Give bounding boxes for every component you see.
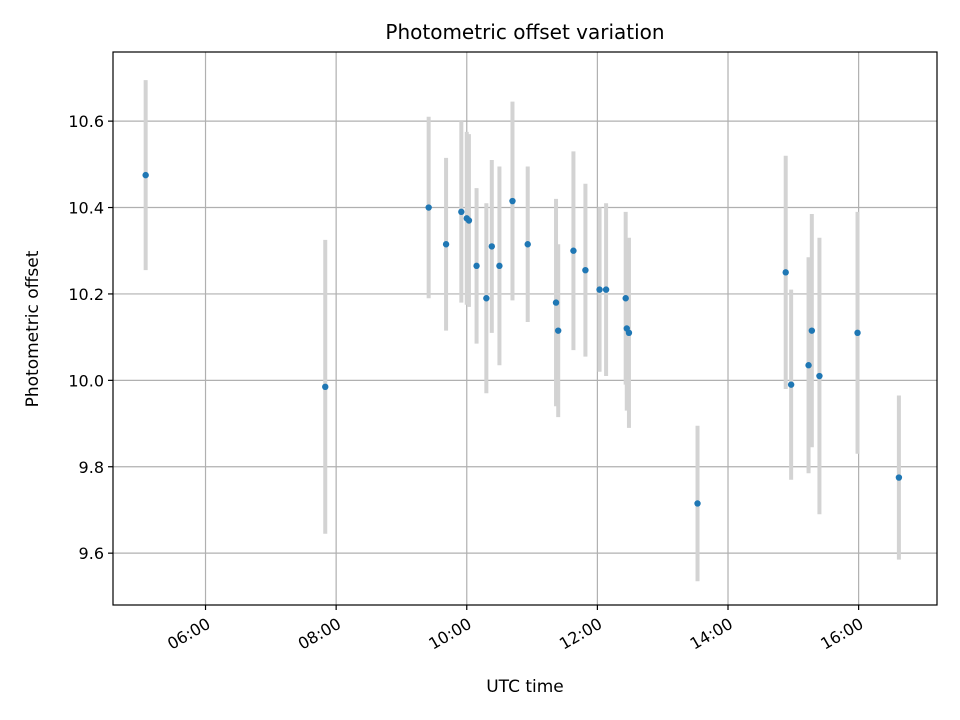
data-point	[694, 500, 701, 507]
data-point	[625, 329, 633, 337]
data-point	[552, 299, 560, 306]
data-point	[854, 329, 861, 337]
data-point	[509, 197, 516, 205]
data-point	[488, 243, 496, 250]
data-point	[442, 241, 450, 248]
data-point	[458, 208, 465, 216]
data-point	[782, 269, 789, 276]
chart-title: Photometric offset variation	[385, 20, 664, 44]
data-point	[425, 204, 432, 211]
data-point	[787, 381, 795, 388]
x-axis-label: UTC time	[486, 677, 564, 697]
y-axis-ticks: 9.6 9.8 10.0 10.2 10.4 10.6	[68, 112, 113, 563]
data-point	[465, 217, 473, 224]
data-point	[524, 241, 531, 248]
y-tick-label: 10.4	[68, 199, 104, 218]
data-point	[496, 262, 503, 270]
y-tick-label: 10.6	[68, 112, 104, 131]
data-point	[895, 474, 903, 481]
y-axis-label: Photometric offset	[23, 250, 43, 407]
data-point	[808, 327, 816, 334]
data-point	[473, 262, 480, 270]
data-point	[570, 247, 577, 254]
data-point	[805, 362, 812, 369]
data-point	[322, 383, 329, 391]
data-point	[602, 286, 610, 293]
data-point	[483, 295, 490, 302]
data-point	[596, 286, 603, 293]
data-point	[142, 171, 149, 179]
data-point	[582, 266, 589, 274]
y-tick-label: 10.0	[68, 371, 104, 390]
data-markers	[142, 171, 903, 507]
y-tick-label: 9.8	[79, 458, 104, 477]
data-point	[816, 372, 823, 380]
y-tick-label: 10.2	[68, 285, 104, 304]
data-point	[622, 295, 629, 302]
y-tick-label: 9.6	[79, 544, 104, 563]
plot-frame	[112, 51, 938, 606]
data-point	[554, 327, 562, 334]
